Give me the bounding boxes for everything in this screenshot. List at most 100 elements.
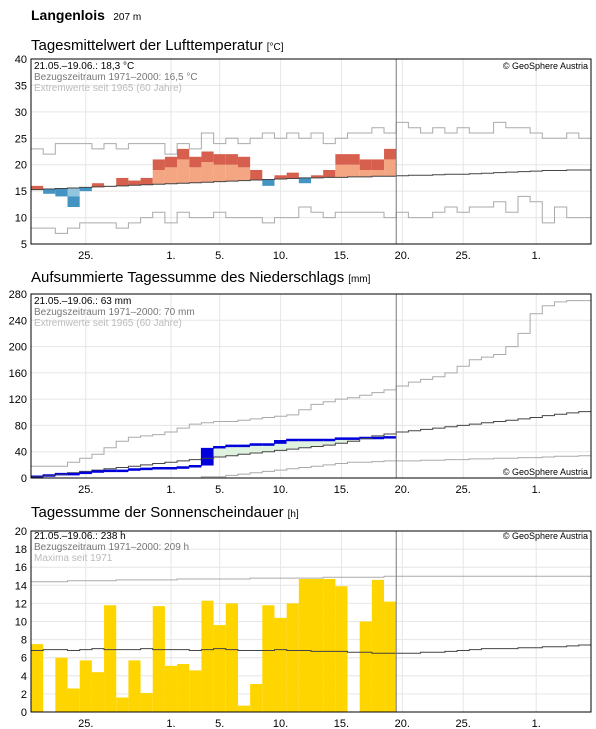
temperature-bar-dark (79, 187, 92, 192)
temperature-info-reference: Bezugszeitraum 1971–2000: 16,5 °C (34, 72, 198, 83)
x-tick-label: 25. (78, 250, 93, 262)
y-tick-label: 6 (21, 653, 27, 665)
precipitation-step (177, 466, 190, 469)
x-tick-label: 25. (78, 484, 93, 496)
series-maximum-line (31, 300, 591, 467)
precipitation-step (250, 443, 263, 446)
temperature-info-current: 21.05.–19.06.: 18,3 °C (34, 61, 134, 72)
precipitation-surplus-fill (286, 439, 299, 450)
x-tick-label: 1. (532, 484, 541, 496)
temperature-bar-light (189, 167, 202, 183)
sunshine-bar (67, 688, 80, 712)
temperature-bar-dark (55, 188, 68, 197)
sunshine-bar (189, 670, 202, 712)
sunshine-bar (31, 644, 44, 712)
y-tick-label: 40 (15, 54, 27, 66)
temperature-bar-light (347, 164, 360, 177)
x-tick-label: 25. (456, 250, 471, 262)
precipitation-step (286, 439, 299, 442)
x-tick-label: 5. (215, 484, 224, 496)
y-tick-label: 30 (15, 107, 27, 119)
temperature-bar-dark (67, 196, 80, 207)
sunshine-bar (323, 578, 336, 712)
precipitation-step (384, 436, 397, 439)
temperature-bar-dark (189, 156, 202, 168)
y-tick-label: 20 (15, 160, 27, 172)
x-tick-label: 1. (166, 484, 175, 496)
precipitation-step (323, 439, 336, 442)
sunshine-info-reference: Bezugszeitraum 1971–2000: 209 h (34, 542, 189, 553)
sunshine-bar (116, 697, 129, 712)
y-tick-label: 0 (21, 473, 27, 485)
temperature-bar-light (359, 170, 372, 177)
y-tick-label: 280 (9, 289, 27, 301)
y-tick-label: 18 (15, 544, 27, 556)
precipitation-step (298, 439, 311, 442)
sunshine-bar (298, 578, 311, 712)
precipitation-step (335, 437, 348, 440)
y-tick-label: 200 (9, 342, 27, 354)
precipitation-surplus-fill (262, 443, 275, 452)
station-header: Langenlois 207 m (31, 7, 141, 24)
temperature-panel: Tagesmittelwert der Lufttemperatur [°C] 5… (15, 37, 592, 262)
sunshine-copyright: © GeoSphere Austria (503, 531, 588, 541)
series-minimum-line (31, 195, 591, 234)
sunshine-bar (286, 603, 299, 712)
plot-frame (30, 293, 592, 479)
y-tick-label: 4 (21, 671, 27, 683)
temperature-bar-dark (177, 148, 190, 160)
x-tick-label: 10. (273, 250, 288, 262)
temperature-bar-light (371, 170, 385, 177)
station-elevation: 207 m (113, 12, 141, 23)
y-tick-label: 16 (15, 562, 27, 574)
precipitation-step (189, 465, 202, 468)
x-tick-label: 25. (456, 718, 471, 729)
sunshine-title: Tagessumme der Sonnenscheindauer [h] (31, 504, 299, 521)
precipitation-step (79, 472, 92, 475)
precipitation-title: Aufsummierte Tagessumme des Niederschlag… (31, 269, 371, 286)
y-tick-label: 25 (15, 133, 27, 145)
x-tick-label: 15. (334, 484, 349, 496)
temperature-bar-light (201, 162, 214, 183)
y-tick-label: 5 (21, 239, 27, 251)
precipitation-step (274, 440, 287, 444)
x-tick-label: 20. (395, 250, 410, 262)
x-tick-label: 10. (273, 718, 288, 729)
precipitation-step (128, 468, 141, 471)
temperature-bar-dark (335, 154, 348, 165)
temperature-bar-dark (298, 177, 311, 184)
temperature-bar-dark (201, 151, 214, 163)
sunshine-bar (55, 657, 68, 712)
temperature-bar-dark (371, 159, 385, 170)
precipitation-surplus-fill (237, 445, 251, 455)
x-tick-label: 5. (215, 250, 224, 262)
precipitation-step (311, 439, 324, 442)
precipitation-step (164, 467, 178, 470)
x-tick-label: 15. (334, 250, 349, 262)
precipitation-step (152, 467, 165, 470)
x-tick-label: 1. (166, 250, 175, 262)
sunshine-bar (225, 603, 238, 712)
temperature-bar-dark (91, 183, 105, 187)
sunshine-bar (237, 705, 251, 712)
temperature-bar-dark (384, 148, 397, 160)
y-tick-label: 160 (9, 368, 27, 380)
sunshine-bar (262, 605, 275, 712)
series-reference-line (31, 644, 591, 654)
sunshine-plot: 0 2 4 6 8 10 12 14 16 18 20 25. 1. 5. 10. 15. 20. 25. 1. (15, 526, 592, 729)
precipitation-step (262, 443, 275, 446)
y-tick-label: 10 (15, 617, 27, 629)
precipitation-step (67, 473, 80, 476)
series-cumulative-line (31, 436, 397, 477)
y-tick-label: 20 (15, 526, 27, 538)
temperature-bar-light (67, 187, 80, 197)
y-tick-label: 12 (15, 598, 27, 610)
sunshine-bar (164, 665, 178, 712)
precipitation-info-reference: Bezugszeitraum 1971–2000: 70 mm (34, 307, 195, 318)
sunshine-bar (384, 601, 397, 712)
precipitation-step (104, 470, 117, 473)
precipitation-step (140, 468, 153, 471)
sunshine-panel: Tagessumme der Sonnenscheindauer [h] 0 2 4 6… (15, 504, 592, 729)
temperature-bar-light (384, 159, 397, 177)
